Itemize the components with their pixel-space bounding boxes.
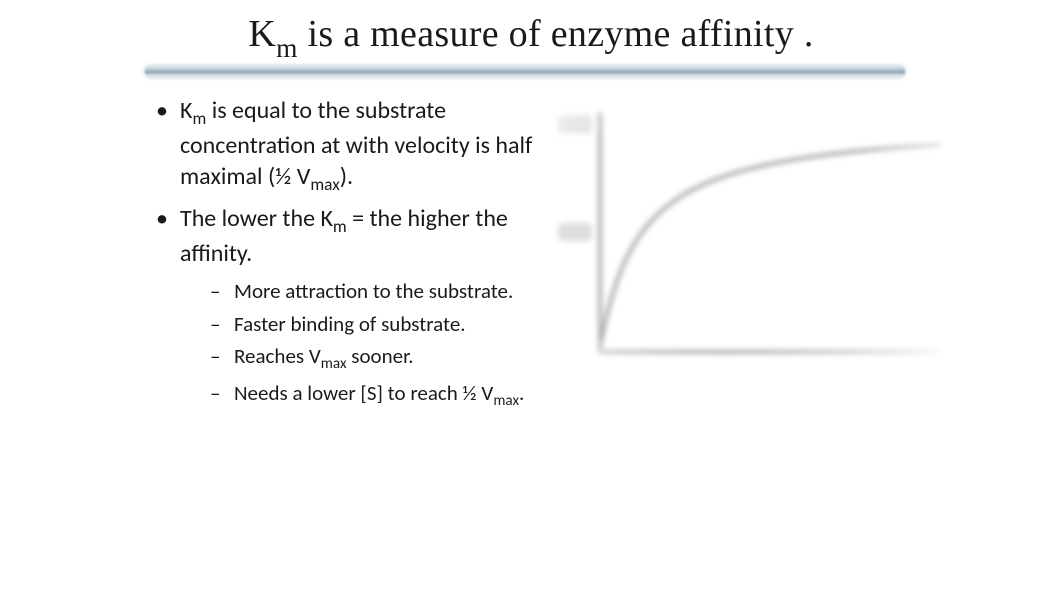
text-run: More attraction to the substrate. [234, 278, 513, 304]
bullet-item: The lower the Km = the higher the affini… [150, 203, 550, 414]
title-rest: is a measure of enzyme affinity . [298, 13, 814, 55]
text-run: ). [340, 162, 353, 191]
subscript-text: m [192, 108, 206, 129]
sub-bullet-item: Needs a lower [S] to reach ½ Vmax. [180, 377, 550, 414]
main-bullet-list: Km is equal to the substrate concentrati… [150, 95, 550, 413]
subscript-text: max [321, 355, 347, 373]
bottom-fade-overlay [0, 397, 1062, 597]
text-run: Reaches V [234, 343, 321, 369]
text-run: Faster binding of substrate. [234, 311, 466, 337]
text-run: Needs a lower [S] to reach ½ V [234, 380, 493, 406]
title-k-sub: m [276, 33, 298, 63]
subscript-text: max [493, 392, 519, 410]
subscript-text: max [310, 174, 339, 195]
sub-bullet-item: Reaches Vmax sooner. [180, 340, 550, 377]
text-run: K [180, 96, 192, 125]
kinetics-figure [540, 92, 950, 392]
sub-bullet-item: More attraction to the substrate. [180, 275, 550, 308]
slide-title: Km is a measure of enzyme affinity . [0, 12, 1062, 62]
title-underline-bar [145, 66, 905, 77]
subscript-text: m [333, 215, 347, 236]
slide: Km is a measure of enzyme affinity . Km … [0, 0, 1062, 597]
text-run: is equal to the substrate concentration … [180, 96, 532, 191]
kinetics-curve-svg [540, 92, 950, 392]
saturation-curve [600, 144, 940, 348]
bullet-content: Km is equal to the substrate concentrati… [150, 95, 550, 419]
text-run: The lower the K [180, 204, 333, 233]
text-run: . [519, 380, 524, 406]
bullet-item: Km is equal to the substrate concentrati… [150, 95, 550, 197]
sub-bullet-item: Faster binding of substrate. [180, 308, 550, 341]
title-k: K [248, 13, 276, 55]
sub-bullet-list: More attraction to the substrate. Faster … [180, 275, 550, 413]
text-run: sooner. [347, 343, 414, 369]
